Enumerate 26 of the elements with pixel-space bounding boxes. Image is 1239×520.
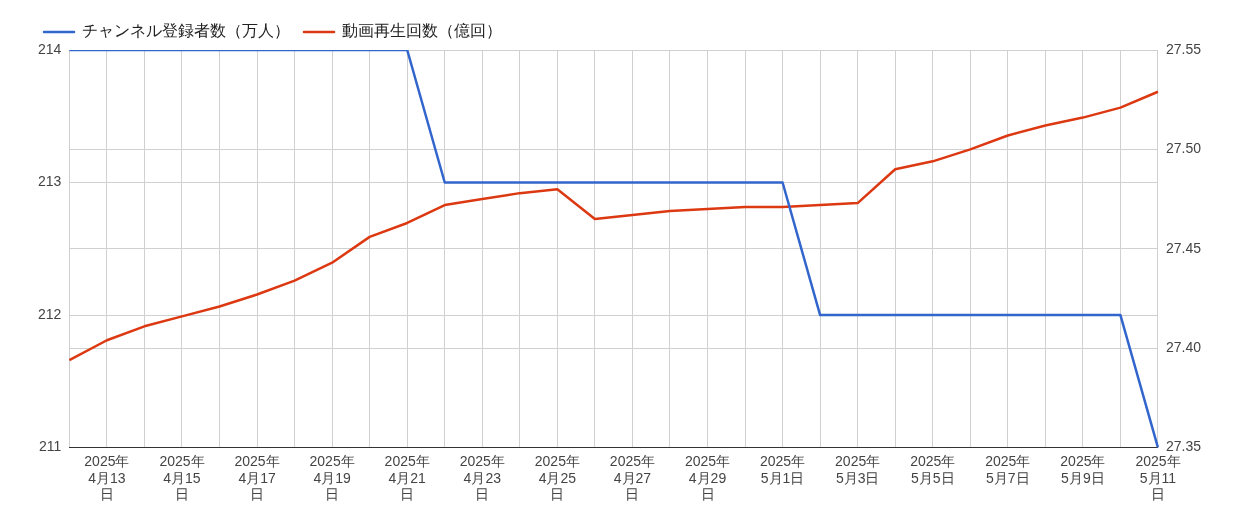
x-tick-label: 2025年4月27日 <box>609 452 656 503</box>
x-tick-label: 2025年5月9日 <box>1060 452 1106 486</box>
x-tick-label: 2025年4月21日 <box>384 452 430 503</box>
x-tick-label: 2025年4月19日 <box>309 452 355 503</box>
x-tick-label: 2025年4月25日 <box>534 452 580 503</box>
x-tick-label: 2025年4月23日 <box>459 452 505 503</box>
x-tick-label: 2025年5月1日 <box>760 452 806 486</box>
x-tick-label: 2025年5月7日 <box>985 452 1031 486</box>
x-tick-label: 2025年5月11日 <box>1135 452 1181 503</box>
legend-label: 動画再生回数（億回） <box>342 22 502 40</box>
y-tick-label: 214 <box>38 40 62 57</box>
y-tick-label: 212 <box>38 305 62 322</box>
x-tick-label: 2025年5月3日 <box>835 452 881 486</box>
y-tick-label: 213 <box>38 173 62 190</box>
x-tick-label: 2025年4月17日 <box>234 452 280 503</box>
y2-tick-label: 27.35 <box>1165 438 1202 455</box>
x-tick-label: 2025年4月13日 <box>84 452 130 503</box>
y2-tick-label: 27.50 <box>1165 140 1202 157</box>
x-tick-label: 2025年4月29日 <box>684 452 731 503</box>
y-tick-label: 211 <box>39 438 62 455</box>
legend-label: チャンネル登録者数（万人） <box>82 22 290 40</box>
y2-tick-label: 27.55 <box>1165 40 1202 57</box>
x-tick-label: 2025年4月15日 <box>159 452 205 503</box>
y2-tick-label: 27.45 <box>1165 239 1202 256</box>
x-tick-label: 2025年5月5日 <box>910 452 956 486</box>
y2-tick-label: 27.40 <box>1165 339 1202 356</box>
